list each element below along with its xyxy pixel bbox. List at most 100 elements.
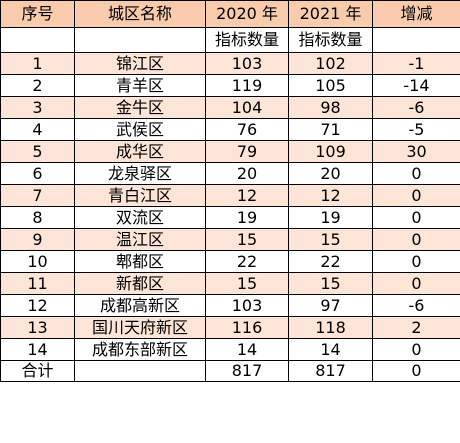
cell-change: 0 (372, 250, 460, 273)
table-row: 5 成华区 79 109 30 (0, 140, 460, 163)
cell-change: 0 (372, 272, 460, 295)
cell-seq: 10 (0, 250, 75, 273)
cell-2020: 103 (205, 52, 289, 75)
cell-district: 温江区 (74, 228, 206, 251)
table-row: 1 锦江区 103 102 -1 (0, 52, 460, 75)
cell-district: 金牛区 (74, 96, 206, 119)
cell-seq: 2 (0, 74, 75, 97)
cell-2020: 119 (205, 74, 289, 97)
cell-2020: 15 (205, 272, 289, 295)
table-row: 11 新都区 15 15 0 (0, 272, 460, 295)
table-row: 8 双流区 19 19 0 (0, 206, 460, 229)
cell-seq: 4 (0, 118, 75, 141)
cell-district: 双流区 (74, 206, 206, 229)
cell-2021: 22 (288, 250, 373, 273)
cell-2020: 116 (205, 316, 289, 339)
cell-change: 2 (372, 316, 460, 339)
cell-seq: 8 (0, 206, 75, 229)
cell-district: 锦江区 (74, 52, 206, 75)
header-2021: 2021 年 (288, 0, 373, 28)
cell-seq: 14 (0, 338, 75, 361)
cell-2021: 15 (288, 272, 373, 295)
header-2021-sub: 指标数量 (288, 27, 373, 53)
cell-2020: 22 (205, 250, 289, 273)
cell-2021: 12 (288, 184, 373, 207)
header-2020: 2020 年 (205, 0, 289, 28)
table-row: 3 金牛区 104 98 -6 (0, 96, 460, 119)
total-2021: 817 (288, 360, 373, 382)
cell-change: 0 (372, 206, 460, 229)
header-subrow: 指标数量 指标数量 (0, 27, 460, 53)
cell-district: 龙泉驿区 (74, 162, 206, 185)
cell-change: -6 (372, 294, 460, 317)
table-row: 12 成都高新区 103 97 -6 (0, 294, 460, 317)
cell-change: 0 (372, 228, 460, 251)
cell-change: -5 (372, 118, 460, 141)
header-row: 序号 城区名称 2020 年 2021 年 增减 (0, 0, 460, 28)
cell-2020: 12 (205, 184, 289, 207)
cell-2021: 20 (288, 162, 373, 185)
cell-2020: 19 (205, 206, 289, 229)
cell-district: 国川天府新区 (74, 316, 206, 339)
cell-2021: 19 (288, 206, 373, 229)
cell-change: -6 (372, 96, 460, 119)
cell-change: -1 (372, 52, 460, 75)
cell-change: -14 (372, 74, 460, 97)
cell-change: 0 (372, 162, 460, 185)
cell-seq: 11 (0, 272, 75, 295)
cell-seq: 9 (0, 228, 75, 251)
cell-change: 0 (372, 338, 460, 361)
table-row: 2 青羊区 119 105 -14 (0, 74, 460, 97)
cell-district: 成都高新区 (74, 294, 206, 317)
cell-2020: 20 (205, 162, 289, 185)
total-label: 合计 (0, 360, 75, 382)
cell-2021: 97 (288, 294, 373, 317)
cell-seq: 12 (0, 294, 75, 317)
total-district-empty (74, 360, 206, 382)
cell-seq: 7 (0, 184, 75, 207)
cell-2021: 105 (288, 74, 373, 97)
cell-district: 新都区 (74, 272, 206, 295)
cell-change: 0 (372, 184, 460, 207)
cell-district: 郫都区 (74, 250, 206, 273)
cell-2021: 118 (288, 316, 373, 339)
cell-2021: 102 (288, 52, 373, 75)
cell-district: 成都东部新区 (74, 338, 206, 361)
table-row: 7 青白江区 12 12 0 (0, 184, 460, 207)
cell-2021: 14 (288, 338, 373, 361)
header-change: 增减 (372, 0, 460, 28)
cell-2020: 15 (205, 228, 289, 251)
total-2020: 817 (205, 360, 289, 382)
table-row: 14 成都东部新区 14 14 0 (0, 338, 460, 361)
cell-2020: 14 (205, 338, 289, 361)
total-row: 合计 817 817 0 (0, 360, 460, 382)
cell-2021: 71 (288, 118, 373, 141)
table-row: 10 郫都区 22 22 0 (0, 250, 460, 273)
cell-district: 武侯区 (74, 118, 206, 141)
cell-seq: 6 (0, 162, 75, 185)
cell-2020: 76 (205, 118, 289, 141)
cell-district: 青羊区 (74, 74, 206, 97)
cell-seq: 1 (0, 52, 75, 75)
header-sub-empty (372, 27, 460, 53)
table-row: 4 武侯区 76 71 -5 (0, 118, 460, 141)
header-sub-empty (74, 27, 206, 53)
cell-2021: 98 (288, 96, 373, 119)
cell-district: 青白江区 (74, 184, 206, 207)
cell-seq: 3 (0, 96, 75, 119)
header-district: 城区名称 (74, 0, 206, 28)
header-sub-empty (0, 27, 75, 53)
cell-2021: 15 (288, 228, 373, 251)
cell-seq: 13 (0, 316, 75, 339)
table-row: 9 温江区 15 15 0 (0, 228, 460, 251)
header-seq: 序号 (0, 0, 75, 28)
total-change: 0 (372, 360, 460, 382)
cell-2020: 103 (205, 294, 289, 317)
table-row: 13 国川天府新区 116 118 2 (0, 316, 460, 339)
table-row: 6 龙泉驿区 20 20 0 (0, 162, 460, 185)
cell-change: 30 (372, 140, 460, 163)
cell-seq: 5 (0, 140, 75, 163)
cell-district: 成华区 (74, 140, 206, 163)
cell-2020: 79 (205, 140, 289, 163)
cell-2020: 104 (205, 96, 289, 119)
